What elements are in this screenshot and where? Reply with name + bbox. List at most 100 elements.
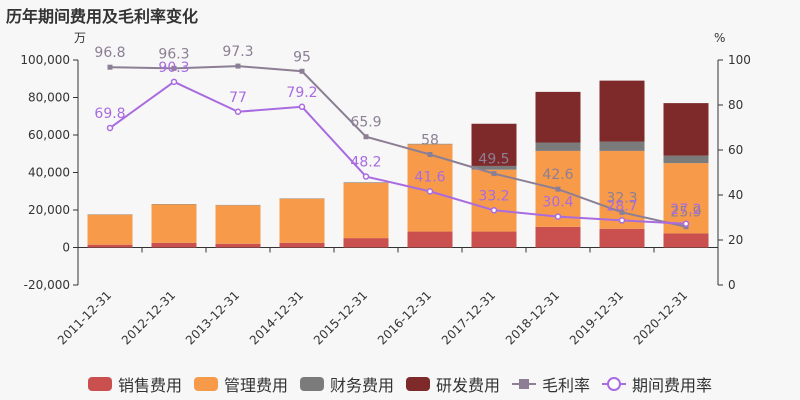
bar-finance bbox=[407, 143, 453, 145]
right-tick-label: 40 bbox=[728, 188, 743, 202]
data-label-period-expense: 69.8 bbox=[94, 106, 125, 122]
data-label-gross-margin: 97.3 bbox=[222, 44, 253, 60]
left-tick-label: 20,000 bbox=[28, 203, 70, 217]
x-tick-label: 2013-12-31 bbox=[183, 288, 242, 347]
right-tick-label: 100 bbox=[728, 53, 751, 67]
bar-admin bbox=[87, 214, 133, 245]
legend-swatch-rnd bbox=[406, 377, 430, 391]
bar-sales bbox=[87, 244, 133, 248]
bar-finance bbox=[599, 141, 645, 151]
data-label-period-expense: 30.4 bbox=[542, 195, 573, 211]
x-tick-label: 2019-12-31 bbox=[567, 288, 626, 347]
point-gross-margin bbox=[491, 171, 497, 177]
point-period-expense bbox=[426, 188, 434, 195]
legend-item-gross-margin[interactable]: 毛利率 bbox=[512, 372, 590, 396]
x-tick-label: 2020-12-31 bbox=[631, 288, 690, 347]
left-tick-label: 100,000 bbox=[20, 53, 70, 67]
data-label-gross-margin: 25.9 bbox=[670, 205, 701, 221]
data-label-period-expense: 48.2 bbox=[350, 155, 381, 171]
bar-rnd bbox=[663, 103, 709, 156]
legend-item-rnd[interactable]: 研发费用 bbox=[406, 372, 500, 396]
bar-sales bbox=[535, 226, 581, 248]
bar-finance bbox=[535, 142, 581, 151]
point-period-expense bbox=[298, 103, 306, 111]
right-tick-label: 0 bbox=[728, 278, 736, 292]
left-axis-unit: 万 bbox=[74, 31, 86, 45]
point-gross-margin bbox=[299, 68, 305, 74]
right-tick-label: 80 bbox=[728, 98, 743, 112]
legend-item-period-expense[interactable]: 期间费用率 bbox=[602, 372, 712, 396]
point-period-expense bbox=[618, 217, 626, 224]
x-tick-label: 2011-12-31 bbox=[55, 288, 114, 347]
bar-sales bbox=[215, 243, 261, 248]
data-label-gross-margin: 65.9 bbox=[350, 115, 381, 131]
bar-rnd bbox=[471, 123, 517, 166]
legend-label-rnd: 研发费用 bbox=[436, 376, 501, 395]
bar-admin bbox=[279, 198, 325, 243]
x-tick-label: 2014-12-31 bbox=[247, 288, 306, 347]
legend-label-admin: 管理费用 bbox=[223, 376, 288, 395]
x-tick-label: 2017-12-31 bbox=[439, 288, 498, 347]
point-period-expense bbox=[170, 78, 178, 86]
point-gross-margin bbox=[363, 134, 369, 140]
x-tick-label: 2016-12-31 bbox=[375, 288, 434, 347]
point-gross-margin bbox=[619, 209, 625, 215]
line-gross-margin bbox=[109, 65, 687, 228]
point-gross-margin bbox=[235, 63, 241, 69]
bar-finance bbox=[471, 165, 517, 170]
legend-label-finance: 财务费用 bbox=[329, 376, 394, 395]
legend-swatch-admin bbox=[193, 377, 218, 391]
left-tick-label: 0 bbox=[62, 241, 70, 255]
data-label-period-expense: 90.3 bbox=[158, 60, 189, 76]
data-label-period-expense: 27.2 bbox=[670, 202, 701, 218]
bar-rnd bbox=[599, 80, 645, 142]
point-period-expense bbox=[490, 207, 498, 214]
x-tick-label: 2018-12-31 bbox=[503, 288, 562, 347]
data-label-gross-margin: 32.3 bbox=[606, 190, 637, 206]
left-tick-label: 80,000 bbox=[28, 91, 70, 105]
bar-admin bbox=[151, 204, 197, 243]
bar-sales bbox=[471, 231, 517, 248]
legend-item-sales[interactable]: 销售费用 bbox=[87, 372, 182, 396]
point-period-expense bbox=[234, 108, 242, 115]
data-label-period-expense: 77 bbox=[229, 90, 247, 106]
point-gross-margin bbox=[171, 65, 177, 71]
left-tick-label: -20,000 bbox=[24, 278, 70, 292]
left-tick-label: 60,000 bbox=[28, 128, 70, 142]
data-label-gross-margin: 42.6 bbox=[542, 167, 573, 183]
legend-swatch-finance bbox=[299, 377, 324, 391]
chart-title: 历年期间费用及毛利率变化 bbox=[6, 7, 199, 26]
legend-swatch-sales bbox=[87, 377, 112, 391]
point-gross-margin bbox=[555, 186, 561, 192]
point-period-expense bbox=[362, 173, 370, 180]
data-label-gross-margin: 96.8 bbox=[94, 45, 125, 61]
legend-label-sales: 销售费用 bbox=[117, 376, 182, 395]
data-label-gross-margin: 58 bbox=[421, 133, 439, 149]
point-period-expense bbox=[554, 213, 562, 220]
bar-sales bbox=[343, 238, 389, 248]
point-gross-margin bbox=[107, 64, 113, 70]
data-label-gross-margin: 96.3 bbox=[158, 46, 189, 62]
left-tick-label: 40,000 bbox=[28, 166, 70, 180]
data-label-gross-margin: 95 bbox=[293, 49, 311, 65]
bar-finance bbox=[343, 182, 389, 183]
line-period-expense bbox=[109, 80, 687, 225]
right-tick-label: 20 bbox=[728, 233, 743, 247]
bar-sales bbox=[407, 231, 453, 248]
bar-admin bbox=[471, 169, 517, 232]
legend-marker-period-expense bbox=[602, 377, 627, 391]
data-labels-group: 96.8 96.3 97.3 95 65.9 58 49.5 42.6 32.3 25.9 69.8… bbox=[94, 44, 701, 221]
legend-item-finance[interactable]: 财务费用 bbox=[299, 372, 394, 396]
x-tick-label: 2015-12-31 bbox=[311, 288, 370, 347]
bar-sales bbox=[151, 242, 197, 248]
lines-group bbox=[106, 63, 690, 230]
bar-admin bbox=[215, 205, 261, 244]
data-label-gross-margin: 49.5 bbox=[478, 152, 509, 168]
bar-rnd bbox=[535, 91, 581, 143]
legend-item-admin[interactable]: 管理费用 bbox=[193, 372, 288, 396]
legend-marker-gross-margin bbox=[512, 377, 537, 391]
legend: 销售费用 管理费用 财务费用 研发费用 毛利率 期间费用率 bbox=[0, 372, 800, 396]
right-tick-label: 60 bbox=[728, 143, 743, 157]
bar-sales bbox=[279, 242, 325, 248]
